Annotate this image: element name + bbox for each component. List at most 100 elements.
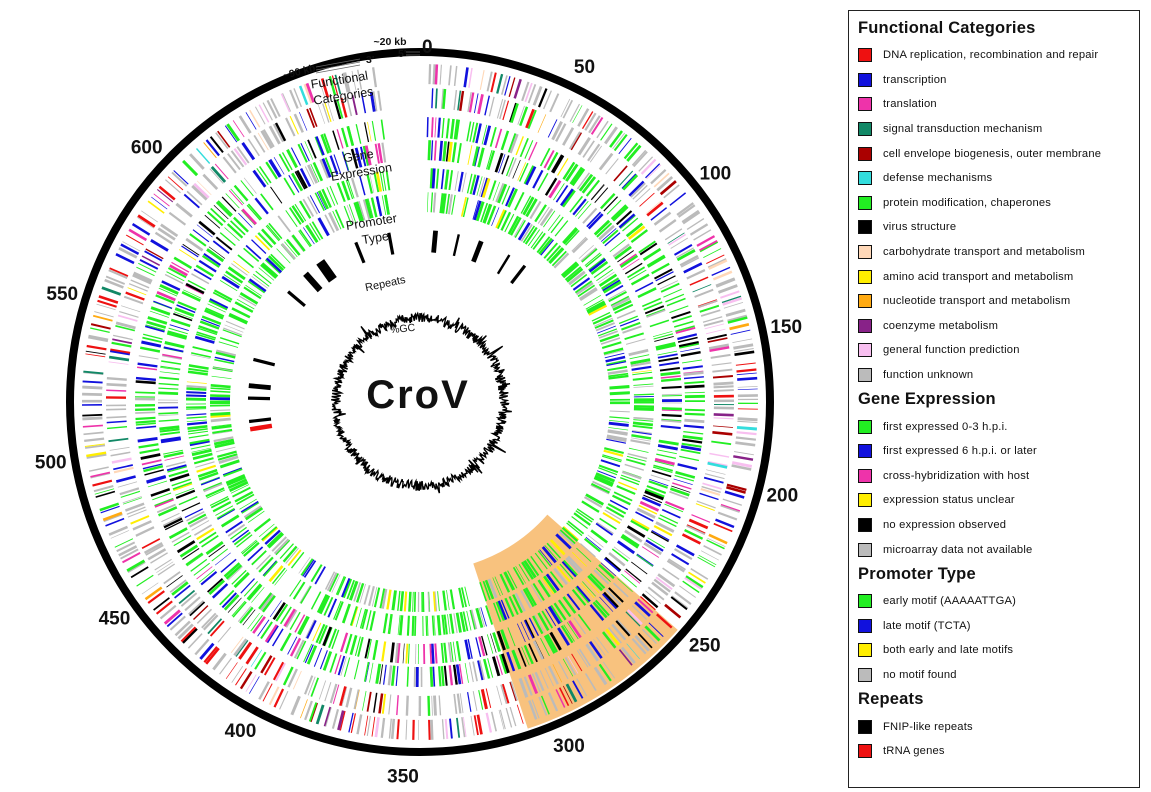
legend-item-label: early motif (AAAAATTGA) [883, 595, 1017, 608]
legend-item: early motif (AAAAATTGA) [858, 589, 1139, 614]
legend-item: general function prediction [858, 338, 1139, 363]
legend-swatch [858, 368, 872, 383]
legend-swatch [858, 146, 872, 161]
ring-label-promoter-2: Type [361, 229, 390, 247]
origin-mark-right: ~20 kb [374, 36, 407, 48]
legend-swatch [858, 542, 872, 557]
legend-item-label: DNA replication, recombination and repai… [883, 49, 1099, 62]
legend-item-label: virus structure [883, 221, 957, 234]
legend-item-label: expression status unclear [883, 494, 1015, 507]
scale-tick-label: 250 [689, 636, 721, 657]
legend-item-label: signal transduction mechanism [883, 123, 1043, 136]
legend-swatch [858, 618, 872, 633]
feature-rings [81, 64, 759, 741]
legend-swatch [858, 419, 872, 434]
legend-item-label: microarray data not available [883, 543, 1033, 556]
legend-section-title: Gene Expression [858, 390, 996, 409]
legend-item: tRNA genes [858, 739, 1139, 764]
legend-item: cross-hybridization with host [858, 464, 1139, 489]
legend-swatch [858, 643, 872, 658]
legend-item: signal transduction mechanism [858, 117, 1139, 142]
legend-item-label: late motif (TCTA) [883, 619, 971, 632]
legend-item: expression status unclear [858, 488, 1139, 513]
legend-item-label: amino acid transport and metabolism [883, 270, 1074, 283]
legend-section: Promoter Type early motif (AAAAATTGA) late… [858, 565, 1139, 687]
scale-tick-label: 500 [35, 452, 67, 473]
legend-swatch [858, 468, 872, 483]
legend-item-label: coenzyme metabolism [883, 319, 999, 332]
legend-item-label: function unknown [883, 369, 974, 382]
repeats-ring [247, 230, 527, 432]
legend-item: no expression observed [858, 513, 1139, 538]
legend-swatch [858, 48, 872, 63]
legend-swatch [858, 517, 872, 532]
legend-item-label: cross-hybridization with host [883, 469, 1030, 482]
gc-content-trace [331, 311, 512, 494]
scale-tick-labels: 0 50 100 150 200 250 300 350 400 450 500 550 600 [35, 37, 802, 788]
scale-tick-label: 100 [700, 164, 732, 185]
scale-tick-label: 200 [766, 486, 798, 507]
scale-tick-label: 0 [422, 37, 433, 58]
legend-item: late motif (TCTA) [858, 613, 1139, 638]
ring-label-repeats: Repeats [364, 274, 407, 294]
legend-section: Gene Expression first expressed 0-3 h.p.i… [858, 390, 1139, 562]
legend-item: protein modification, chaperones [858, 191, 1139, 216]
legend-section-title: Repeats [858, 690, 924, 709]
legend-swatch [858, 269, 872, 284]
legend-item: FNIP-like repeats [858, 714, 1139, 739]
legend-item: first expressed 6 h.p.i. or later [858, 439, 1139, 464]
legend-swatch [858, 220, 872, 235]
legend-swatch [858, 343, 872, 358]
legend-item-label: no expression observed [883, 518, 1007, 531]
legend-swatch [858, 294, 872, 309]
legend-item-label: nucleotide transport and metabolism [883, 295, 1071, 308]
center-label: CroV [366, 373, 470, 417]
legend-item: coenzyme metabolism [858, 314, 1139, 339]
legend-section-title: Promoter Type [858, 564, 976, 583]
origin-gap-hatch [315, 51, 420, 74]
highlight-region [473, 514, 678, 729]
legend-item: transcription [858, 68, 1139, 93]
legend-item: virus structure [858, 215, 1139, 240]
legend-swatch [858, 493, 872, 508]
legend-item: both early and late motifs [858, 638, 1139, 663]
legend-swatch [858, 594, 872, 609]
legend-item-label: general function prediction [883, 344, 1020, 357]
legend-item-label: both early and late motifs [883, 644, 1014, 657]
legend-item: microarray data not available [858, 537, 1139, 562]
scale-tick-label: 450 [99, 609, 131, 630]
legend-section: Functional Categories DNA replication, re… [858, 19, 1139, 387]
legend-item: translation [858, 92, 1139, 117]
scale-tick-label: 150 [770, 317, 802, 338]
legend-item: function unknown [858, 363, 1139, 388]
legend-section-title: Functional Categories [858, 19, 1036, 37]
legend-swatch [858, 719, 872, 734]
legend-swatch [858, 97, 872, 112]
legend-item: cell envelope biogenesis, outer membrane [858, 141, 1139, 166]
scale-tick-label: 600 [131, 138, 163, 159]
legend-panel: Functional Categories DNA replication, re… [848, 10, 1140, 788]
ring-label-expression-1: Gene [342, 147, 374, 166]
legend-item-label: tRNA genes [883, 745, 945, 758]
legend-swatch [858, 245, 872, 260]
legend-item-label: FNIP-like repeats [883, 720, 973, 733]
legend-item: first expressed 0-3 h.p.i. [858, 414, 1139, 439]
legend-swatch [858, 744, 872, 759]
genome-map: 0 50 100 150 200 250 300 350 400 450 500 550 600 Cro… [35, 36, 802, 788]
legend-swatch [858, 72, 872, 87]
legend-item-label: protein modification, chaperones [883, 196, 1052, 209]
legend-item-label: first expressed 0-3 h.p.i. [883, 420, 1008, 433]
legend-item-label: first expressed 6 h.p.i. or later [883, 445, 1037, 458]
legend-swatch [858, 195, 872, 210]
legend-item-label: carbohydrate transport and metabolism [883, 246, 1086, 259]
legend-section: Repeats FNIP-like repeats tRNA genes [858, 690, 1139, 763]
scale-tick-label: 300 [553, 736, 585, 757]
legend-item: defense mechanisms [858, 166, 1139, 191]
legend-swatch [858, 667, 872, 682]
scale-tick-label: 550 [46, 284, 78, 305]
legend-item: no motif found [858, 663, 1139, 688]
legend-swatch [858, 318, 872, 333]
origin-mark-five-prime: 5' [398, 48, 406, 60]
scale-tick-label: 400 [225, 721, 257, 742]
legend-item: nucleotide transport and metabolism [858, 289, 1139, 314]
